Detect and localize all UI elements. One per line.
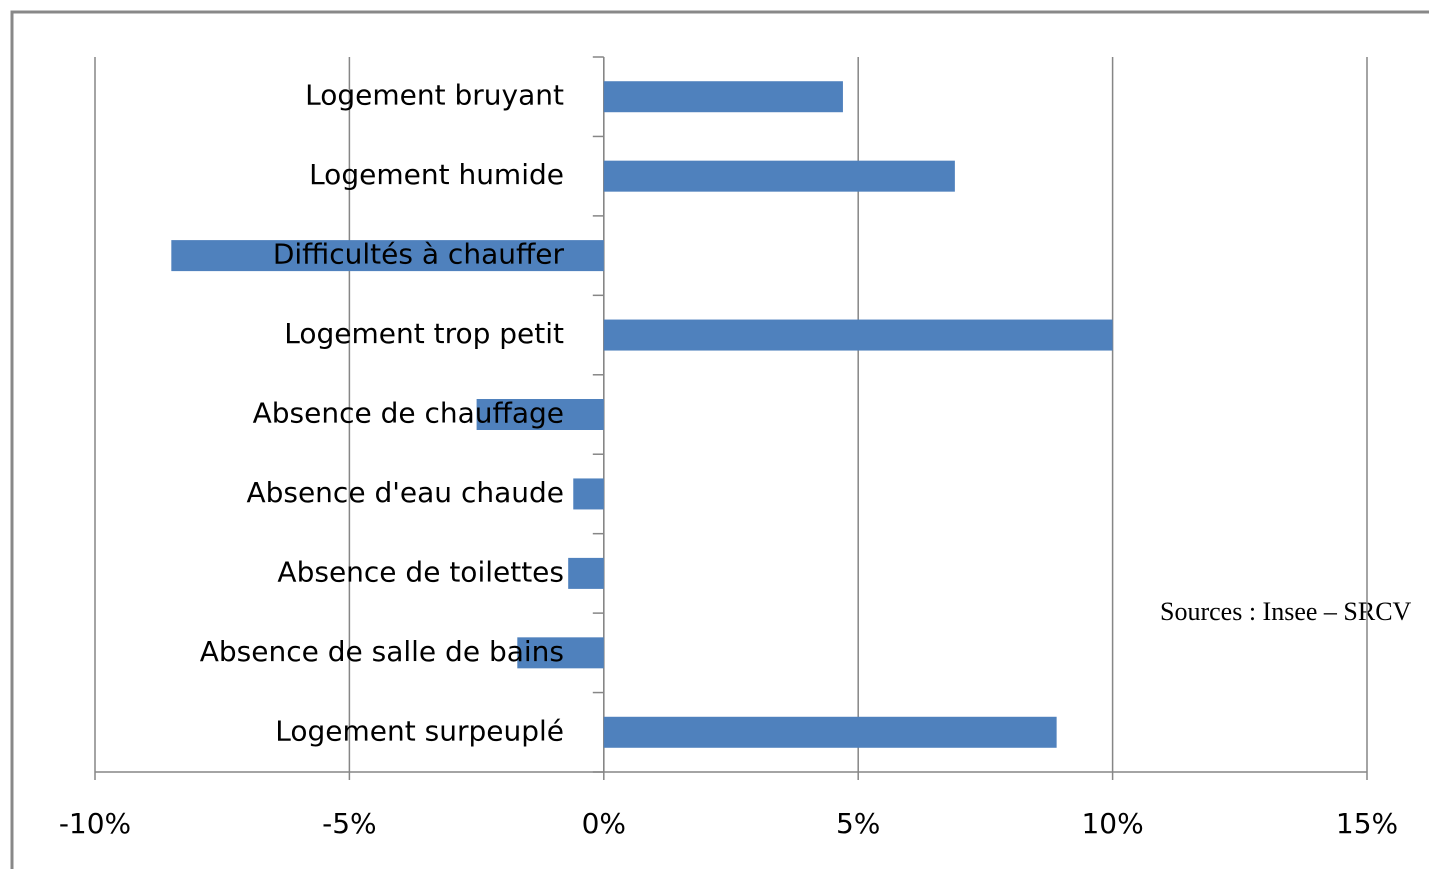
bar	[568, 557, 604, 589]
bar	[573, 478, 604, 510]
y-tick-label: Absence de chauffage	[253, 397, 564, 430]
bar	[171, 240, 604, 272]
y-tick-label: Absence de toilettes	[277, 555, 564, 588]
bar	[476, 399, 604, 430]
bar	[603, 81, 843, 113]
y-tick-label: Logement humide	[309, 158, 564, 191]
x-tick-label: -10%	[59, 807, 131, 840]
x-tick-label: 10%	[1081, 807, 1143, 840]
y-tick-label: Logement bruyant	[305, 79, 564, 112]
x-tick-label: 0%	[582, 807, 626, 840]
bar	[517, 637, 604, 669]
y-tick-label: Logement surpeuplé	[275, 714, 564, 747]
x-tick-label: -5%	[322, 807, 377, 840]
bar	[603, 319, 1113, 351]
x-tick-label: 5%	[836, 807, 880, 840]
y-tick-label: Absence d'eau chaude	[246, 476, 564, 509]
bar	[603, 160, 955, 192]
y-tick-label: Absence de salle de bains	[200, 635, 564, 668]
annotation: Sources : Insee – SRCV	[1160, 597, 1412, 626]
frame	[10, 10, 1429, 869]
x-tick-label: 15%	[1336, 807, 1398, 840]
y-tick-label: Logement trop petit	[284, 317, 564, 350]
y-tick-label: Difficultés à chauffer	[273, 238, 565, 271]
bar	[603, 716, 1057, 748]
